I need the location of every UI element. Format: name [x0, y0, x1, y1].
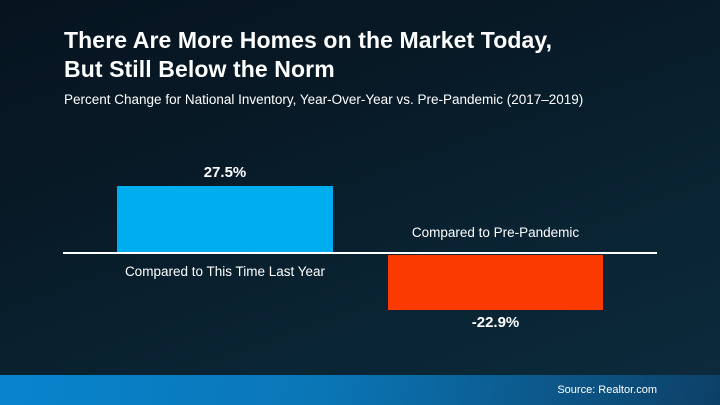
header: There Are More Homes on the Market Today…	[64, 26, 680, 107]
source-attribution: Source: Realtor.com	[557, 384, 657, 396]
category-label-pre-pandemic: Compared to Pre-Pandemic	[411, 225, 580, 240]
bar-chart: 27.5% Compared to Pre-Pandemic Compared …	[63, 164, 657, 331]
value-label-positive: 27.5%	[203, 164, 247, 181]
page-title: There Are More Homes on the Market Today…	[64, 26, 680, 84]
bar-last-year	[117, 186, 333, 252]
footer-accent-bar: Source: Realtor.com	[0, 375, 720, 405]
axis-baseline	[63, 252, 657, 254]
bar-pre-pandemic	[388, 255, 603, 310]
chart-subtitle: Percent Change for National Inventory, Y…	[64, 92, 584, 107]
page-title-line-2: But Still Below the Norm	[64, 56, 335, 82]
value-label-negative: -22.9%	[471, 314, 520, 331]
category-label-last-year: Compared to This Time Last Year	[124, 264, 326, 279]
page-title-line-1: There Are More Homes on the Market Today…	[64, 27, 553, 53]
